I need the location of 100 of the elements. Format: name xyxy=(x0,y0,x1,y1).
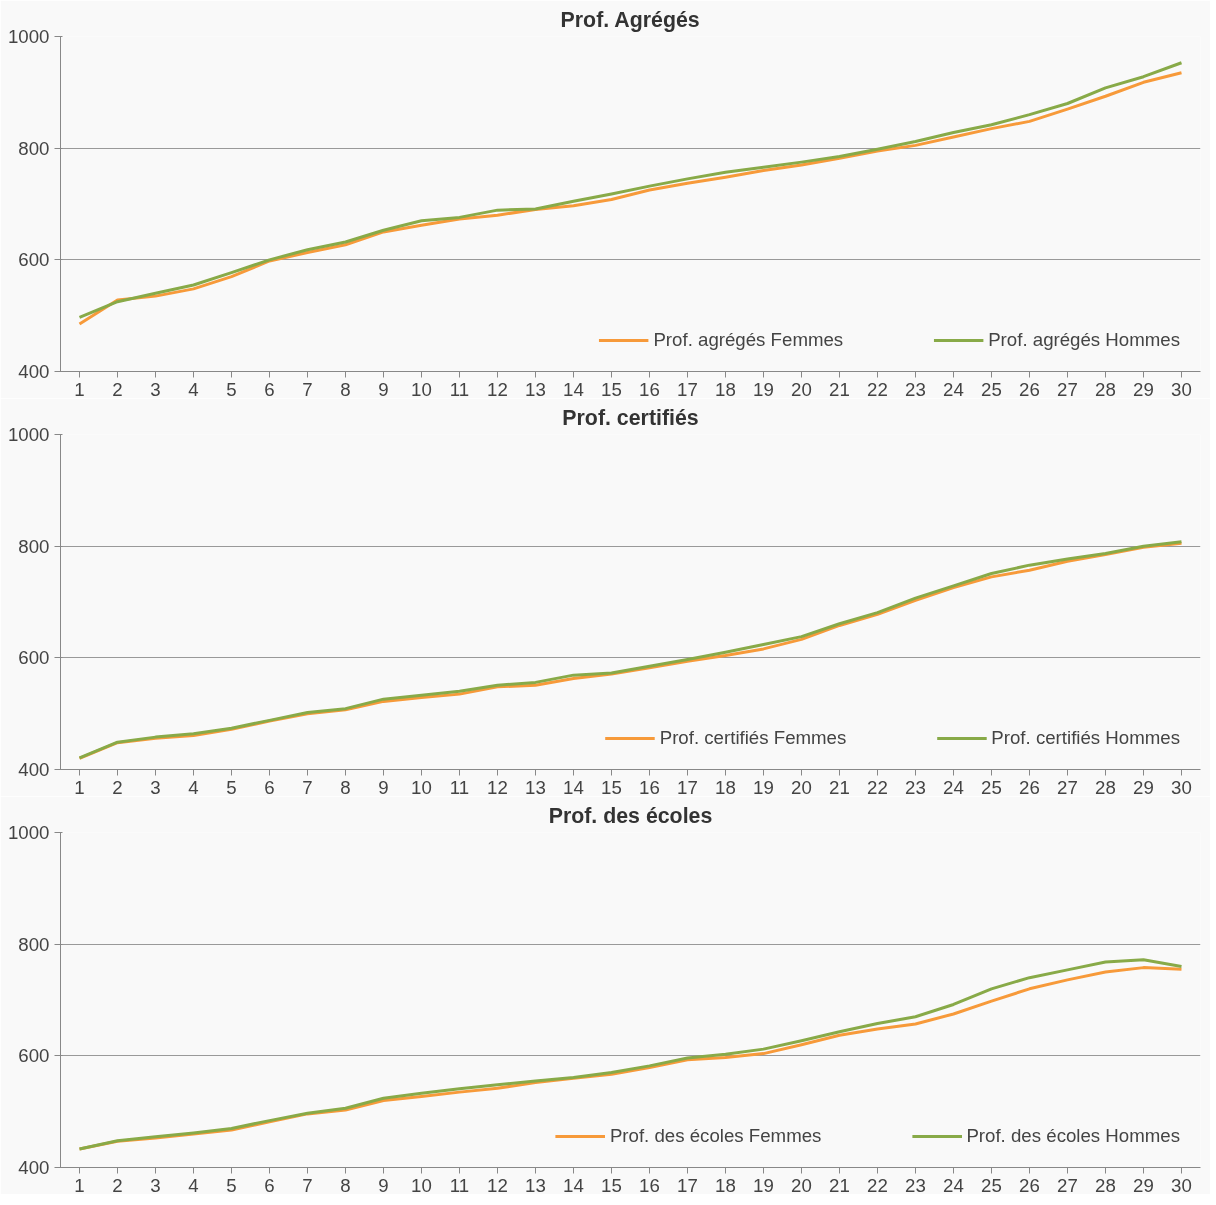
x-tick-label: 28 xyxy=(1095,1174,1116,1196)
x-tick-label: 19 xyxy=(753,1174,774,1196)
x-tick-label: 23 xyxy=(905,776,926,798)
x-tick-label: 29 xyxy=(1133,1174,1154,1196)
x-tick-label: 20 xyxy=(791,378,812,400)
x-tick-label: 1 xyxy=(74,378,85,400)
x-tick-label: 13 xyxy=(525,378,546,400)
x-tick-label: 9 xyxy=(378,378,389,400)
legend-label: Prof. agrégés Femmes xyxy=(653,329,844,351)
x-tick-label: 5 xyxy=(226,776,237,798)
x-tick-label: 26 xyxy=(1019,776,1040,798)
x-tick-label: 15 xyxy=(601,378,622,400)
x-tick-label: 11 xyxy=(449,1174,470,1196)
x-tick-label: 16 xyxy=(639,776,660,798)
legend-label: Prof. des écoles Hommes xyxy=(966,1125,1180,1147)
x-tick-label: 24 xyxy=(943,1174,964,1196)
x-tick-label: 29 xyxy=(1133,378,1154,400)
x-tick-label: 12 xyxy=(487,776,508,798)
x-tick-label: 10 xyxy=(411,776,432,798)
x-tick-label: 20 xyxy=(791,776,812,798)
x-tick-label: 28 xyxy=(1095,378,1116,400)
y-tick-label: 600 xyxy=(18,647,50,669)
legend-label: Prof. agrégés Hommes xyxy=(988,329,1180,351)
y-tick-label: 800 xyxy=(18,137,50,159)
x-tick-label: 8 xyxy=(340,378,351,400)
x-tick-label: 1 xyxy=(74,1174,85,1196)
x-tick-label: 15 xyxy=(601,776,622,798)
x-tick-label: 11 xyxy=(449,776,470,798)
y-tick-label: 1000 xyxy=(8,822,50,843)
x-tick-label: 16 xyxy=(639,378,660,400)
x-tick-label: 27 xyxy=(1057,776,1078,798)
x-tick-label: 18 xyxy=(715,378,736,400)
x-tick-label: 18 xyxy=(715,776,736,798)
x-tick-label: 4 xyxy=(188,776,199,798)
x-tick-label: 12 xyxy=(487,1174,508,1196)
x-tick-label: 2 xyxy=(112,1174,123,1196)
y-tick-label: 400 xyxy=(18,759,50,780)
x-tick-label: 27 xyxy=(1057,378,1078,400)
x-tick-label: 26 xyxy=(1019,378,1040,400)
y-tick-label: 800 xyxy=(18,535,50,557)
y-tick-label: 800 xyxy=(18,933,50,955)
x-tick-label: 7 xyxy=(302,378,313,400)
x-tick-label: 26 xyxy=(1019,1174,1040,1196)
chart-title: Prof. certifiés xyxy=(562,405,699,430)
x-tick-label: 19 xyxy=(753,776,774,798)
x-tick-label: 17 xyxy=(677,378,698,400)
x-tick-label: 8 xyxy=(340,1174,351,1196)
x-tick-label: 4 xyxy=(188,378,199,400)
x-tick-label: 14 xyxy=(563,378,584,400)
x-tick-label: 10 xyxy=(411,1174,432,1196)
x-tick-label: 2 xyxy=(112,378,123,400)
x-tick-label: 1 xyxy=(74,776,85,798)
x-tick-label: 21 xyxy=(829,1174,850,1196)
x-tick-label: 6 xyxy=(264,776,275,798)
x-tick-label: 7 xyxy=(302,776,313,798)
y-tick-label: 1000 xyxy=(8,26,50,47)
x-tick-label: 6 xyxy=(264,378,275,400)
x-tick-label: 23 xyxy=(905,1174,926,1196)
x-tick-label: 30 xyxy=(1171,378,1192,400)
x-tick-label: 6 xyxy=(264,1174,275,1196)
x-tick-label: 17 xyxy=(677,1174,698,1196)
x-tick-label: 3 xyxy=(150,1174,161,1196)
x-tick-label: 27 xyxy=(1057,1174,1078,1196)
x-tick-label: 7 xyxy=(302,1174,313,1196)
y-tick-label: 1000 xyxy=(8,424,50,445)
x-tick-label: 9 xyxy=(378,1174,389,1196)
x-tick-label: 25 xyxy=(981,1174,1002,1196)
x-tick-label: 11 xyxy=(449,378,470,400)
x-tick-label: 2 xyxy=(112,776,123,798)
y-tick-label: 600 xyxy=(18,249,50,271)
x-tick-label: 21 xyxy=(829,378,850,400)
x-tick-label: 9 xyxy=(378,776,389,798)
x-tick-label: 14 xyxy=(563,1174,584,1196)
x-tick-label: 20 xyxy=(791,1174,812,1196)
x-tick-label: 3 xyxy=(150,776,161,798)
x-tick-label: 18 xyxy=(715,1174,736,1196)
x-tick-label: 5 xyxy=(226,378,237,400)
legend-label: Prof. des écoles Femmes xyxy=(609,1125,822,1147)
x-tick-label: 22 xyxy=(867,776,888,798)
x-tick-label: 28 xyxy=(1095,776,1116,798)
x-tick-label: 5 xyxy=(226,1174,237,1196)
x-tick-label: 17 xyxy=(677,776,698,798)
x-tick-label: 16 xyxy=(639,1174,660,1196)
x-tick-label: 19 xyxy=(753,378,774,400)
x-tick-label: 22 xyxy=(867,1174,888,1196)
x-tick-label: 10 xyxy=(411,378,432,400)
x-tick-label: 8 xyxy=(340,776,351,798)
x-tick-label: 22 xyxy=(867,378,888,400)
x-tick-label: 23 xyxy=(905,378,926,400)
x-tick-label: 14 xyxy=(563,776,584,798)
x-tick-label: 21 xyxy=(829,776,850,798)
x-tick-label: 29 xyxy=(1133,776,1154,798)
x-tick-label: 30 xyxy=(1171,1174,1192,1196)
y-tick-label: 400 xyxy=(18,361,50,382)
x-tick-label: 3 xyxy=(150,378,161,400)
chart-title: Prof. des écoles xyxy=(548,803,713,828)
x-tick-label: 13 xyxy=(525,776,546,798)
x-tick-label: 25 xyxy=(981,776,1002,798)
x-tick-label: 13 xyxy=(525,1174,546,1196)
x-tick-label: 12 xyxy=(487,378,508,400)
